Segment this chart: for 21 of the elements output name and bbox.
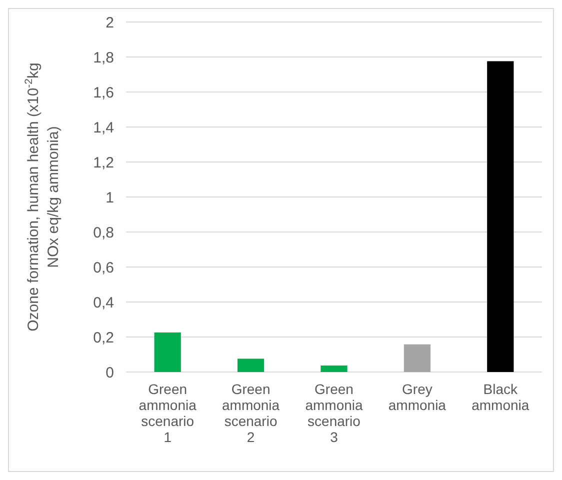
y-tick-label: 2 bbox=[106, 14, 114, 32]
y-tick-label: 0,2 bbox=[93, 329, 114, 346]
bar bbox=[237, 358, 264, 372]
x-tick-label: Green ammonia scenario 2 bbox=[222, 381, 280, 445]
y-tick-label: 1,6 bbox=[93, 84, 114, 102]
x-tick-label: Green ammonia scenario 1 bbox=[138, 381, 197, 445]
bar bbox=[320, 366, 348, 372]
y-tick-label: 0,4 bbox=[93, 294, 114, 312]
bar bbox=[404, 344, 431, 372]
x-tick-label: Green ammonia scenario 3 bbox=[305, 381, 363, 445]
y-tick-label: 1,2 bbox=[93, 154, 114, 172]
y-tick-label: 0,8 bbox=[93, 224, 114, 242]
bar bbox=[154, 332, 181, 372]
y-tick-label: 1,4 bbox=[93, 119, 114, 136]
y-tick-label: 1 bbox=[106, 189, 114, 206]
y-tick-label: 0,6 bbox=[93, 259, 114, 276]
x-tick-label: Black ammonia bbox=[472, 381, 530, 413]
y-tick-label: 0 bbox=[106, 364, 114, 382]
y-tick-label: 1,8 bbox=[93, 49, 114, 66]
x-tick-label: Grey ammonia bbox=[388, 381, 446, 413]
bar bbox=[487, 61, 514, 372]
